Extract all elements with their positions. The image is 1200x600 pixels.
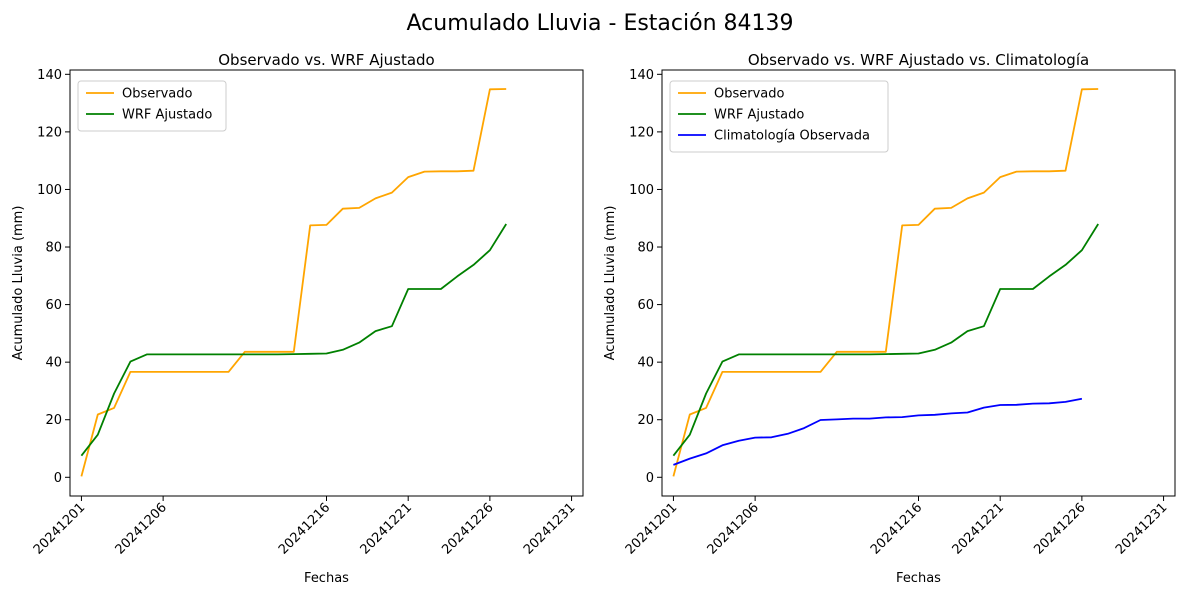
- legend-label: WRF Ajustado: [122, 108, 212, 123]
- chart-title: Observado vs. WRF Ajustado: [218, 51, 434, 69]
- legend: Observado WRF Ajustado Climatología Observ…: [669, 80, 889, 153]
- y-tick-label: 60: [45, 298, 62, 313]
- legend-box: [77, 80, 227, 132]
- y-tick-label: 0: [54, 471, 62, 486]
- y-tick-label: 120: [629, 125, 654, 140]
- legend-box: [669, 80, 889, 153]
- y-tick-label: 20: [45, 413, 62, 428]
- y-tick-label: 40: [45, 356, 62, 371]
- chart-title: Observado vs. WRF Ajustado vs. Climatolo…: [748, 51, 1089, 69]
- legend-label: WRF Ajustado: [714, 108, 804, 123]
- figure-title: Acumulado Lluvia - Estación 84139: [407, 11, 794, 36]
- y-axis-label: Acumulado Lluvia (mm): [11, 206, 26, 361]
- y-tick-label: 20: [637, 413, 654, 428]
- series-line-climatolog-a-observada: [673, 397, 1083, 466]
- y-tick-label: 0: [646, 471, 654, 486]
- y-tick-label: 140: [629, 68, 654, 83]
- series-line-observado: [672, 88, 1099, 477]
- y-tick-label: 100: [37, 183, 62, 198]
- series-line-wrf-ajustado: [80, 223, 507, 457]
- y-tick-label: 140: [37, 68, 62, 83]
- legend: Observado WRF Ajustado: [77, 80, 227, 132]
- series-line-wrf-ajustado: [672, 223, 1099, 457]
- x-axis-label: Fechas: [304, 571, 349, 586]
- y-tick-label: 80: [637, 241, 654, 256]
- series-line-observado: [80, 88, 507, 477]
- legend-label: Observado: [714, 87, 785, 102]
- y-tick-label: 120: [37, 125, 62, 140]
- y-axis-label: Acumulado Lluvia (mm): [603, 206, 618, 361]
- y-tick-label: 100: [629, 183, 654, 198]
- y-tick-label: 40: [637, 356, 654, 371]
- y-tick-label: 80: [45, 241, 62, 256]
- x-axis-label: Fechas: [896, 571, 941, 586]
- legend-label: Climatología Observada: [714, 129, 870, 144]
- legend-label: Observado: [122, 87, 193, 102]
- y-tick-label: 60: [637, 298, 654, 313]
